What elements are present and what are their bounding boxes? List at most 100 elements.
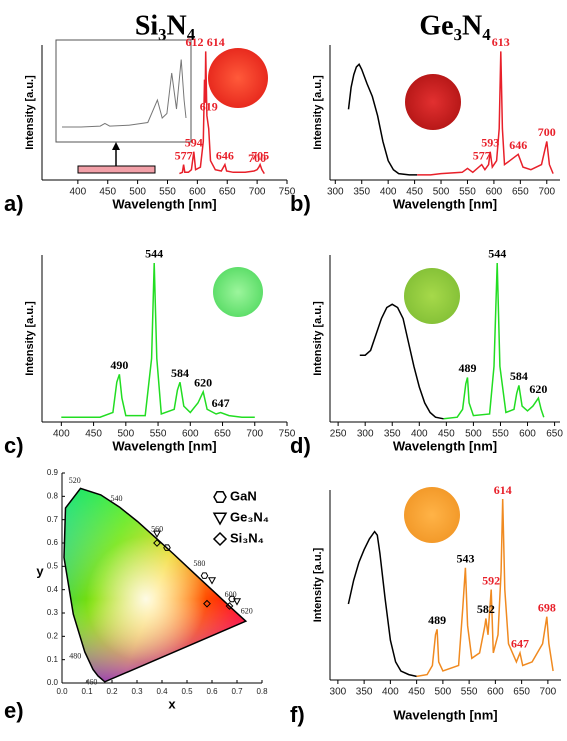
peak-label: 489: [428, 613, 446, 627]
panel-letter: b): [290, 191, 311, 216]
x-tick-label: 400: [53, 429, 70, 440]
peak-label: 647: [511, 637, 529, 651]
y-axis-label: Intensity [a.u.]: [24, 75, 36, 150]
spectrum-line: [347, 63, 418, 176]
panel-letter: f): [290, 702, 305, 727]
peak-label: 620: [529, 382, 547, 396]
peak-label: 582: [477, 602, 495, 616]
x-tick-label: 350: [356, 687, 373, 698]
peak-label: 705: [251, 148, 269, 162]
x-axis-label: Wavelength [nm]: [112, 196, 216, 211]
x-tick-label: 0.0: [56, 687, 68, 696]
peak-label: 646: [216, 148, 234, 162]
x-tick-label: 0.2: [106, 687, 118, 696]
peak-label: 593: [481, 135, 499, 149]
spectrum-line: [61, 262, 255, 418]
x-tick-label: 250: [330, 429, 347, 440]
legend-label: Si₃N₄: [230, 530, 264, 545]
spectrum-line: [417, 51, 554, 176]
arrow-head: [112, 142, 120, 150]
x-tick-label: 300: [357, 429, 374, 440]
x-tick-label: 500: [117, 429, 134, 440]
x-tick-label: 300: [330, 687, 347, 698]
x-tick-label: 550: [159, 187, 176, 198]
x-tick-label: 600: [189, 187, 206, 198]
x-tick-label: 700: [249, 187, 266, 198]
data-point: [225, 602, 234, 610]
x-tick-label: 0.5: [181, 687, 193, 696]
peak-label: 577: [175, 148, 193, 162]
x-tick-label: 550: [492, 429, 509, 440]
peak-label: 698: [538, 600, 556, 614]
x-tick-label: 400: [411, 429, 428, 440]
x-tick-label: 650: [546, 429, 563, 440]
panel-letter: a): [4, 191, 24, 216]
x-tick-label: 450: [85, 429, 102, 440]
x-tick-label: 450: [99, 187, 116, 198]
gamut-fill: [64, 488, 246, 682]
x-tick-label: 500: [129, 187, 146, 198]
gamut: [64, 488, 246, 682]
wavelength-label: 460: [85, 677, 97, 686]
peak-label: 594: [185, 135, 203, 149]
x-tick-label: 600: [182, 429, 199, 440]
y-tick-label: 0.6: [47, 538, 59, 547]
x-tick-label: 0.6: [206, 687, 218, 696]
x-tick-label: 0.1: [81, 687, 93, 696]
inset-line: [62, 59, 187, 128]
x-tick-label: 500: [433, 187, 450, 198]
x-tick-label: 550: [459, 187, 476, 198]
x-tick-label: 450: [438, 429, 455, 440]
peak-label: 584: [510, 369, 528, 383]
spectrum-line: [443, 262, 545, 420]
data-point: [228, 595, 236, 603]
sample-photo: [405, 74, 461, 130]
wavelength-label: 620: [241, 606, 253, 615]
x-tick-label: 450: [406, 187, 423, 198]
y-axis-label: Intensity [a.u.]: [312, 547, 324, 622]
wavelength-label: 520: [69, 476, 81, 485]
x-tick-label: 500: [435, 687, 452, 698]
x-tick-label: 0.4: [156, 687, 168, 696]
excitation-band: [77, 165, 156, 174]
peak-label: 620: [194, 376, 212, 390]
x-tick-label: 650: [214, 429, 231, 440]
x-tick-label: 600: [487, 687, 504, 698]
panel-letter: e): [4, 698, 24, 723]
x-axis-label: Wavelength [nm]: [393, 438, 497, 453]
data-point: [207, 577, 217, 585]
y-tick-label: 0.1: [47, 655, 59, 664]
peak-label: 584: [171, 366, 189, 380]
sample-photo: [213, 267, 263, 317]
peak-label: 612: [186, 35, 204, 49]
x-axis-label: x: [168, 696, 176, 711]
peak-label: 577: [473, 148, 491, 162]
y-tick-label: 0.5: [47, 561, 59, 570]
x-tick-label: 500: [465, 429, 482, 440]
peak-label: 700: [538, 125, 556, 139]
peak-label: 489: [458, 361, 476, 375]
spectrum-line: [179, 51, 265, 175]
peak-label: 544: [145, 247, 163, 261]
legend-marker: [212, 531, 228, 547]
data-point: [163, 544, 171, 551]
x-tick-label: 650: [512, 187, 529, 198]
peak-label: 490: [110, 358, 128, 372]
x-tick-label: 0.8: [256, 687, 268, 696]
y-tick-label: 0.4: [47, 585, 59, 594]
wavelength-label: 540: [111, 494, 123, 503]
y-tick-label: 0.7: [47, 515, 59, 524]
x-tick-label: 600: [519, 429, 536, 440]
x-tick-label: 400: [70, 187, 87, 198]
data-point: [232, 598, 242, 606]
peak-label: 614: [207, 35, 225, 49]
x-tick-label: 450: [408, 687, 425, 698]
peak-label: 647: [212, 396, 230, 410]
x-tick-label: 0.3: [131, 687, 143, 696]
legend-label: Ge₃N₄: [230, 509, 269, 524]
y-axis-label: Intensity [a.u.]: [312, 301, 324, 376]
x-tick-label: 600: [486, 187, 503, 198]
x-axis-label: Wavelength [nm]: [393, 196, 497, 211]
legend-label: GaN: [230, 488, 257, 503]
